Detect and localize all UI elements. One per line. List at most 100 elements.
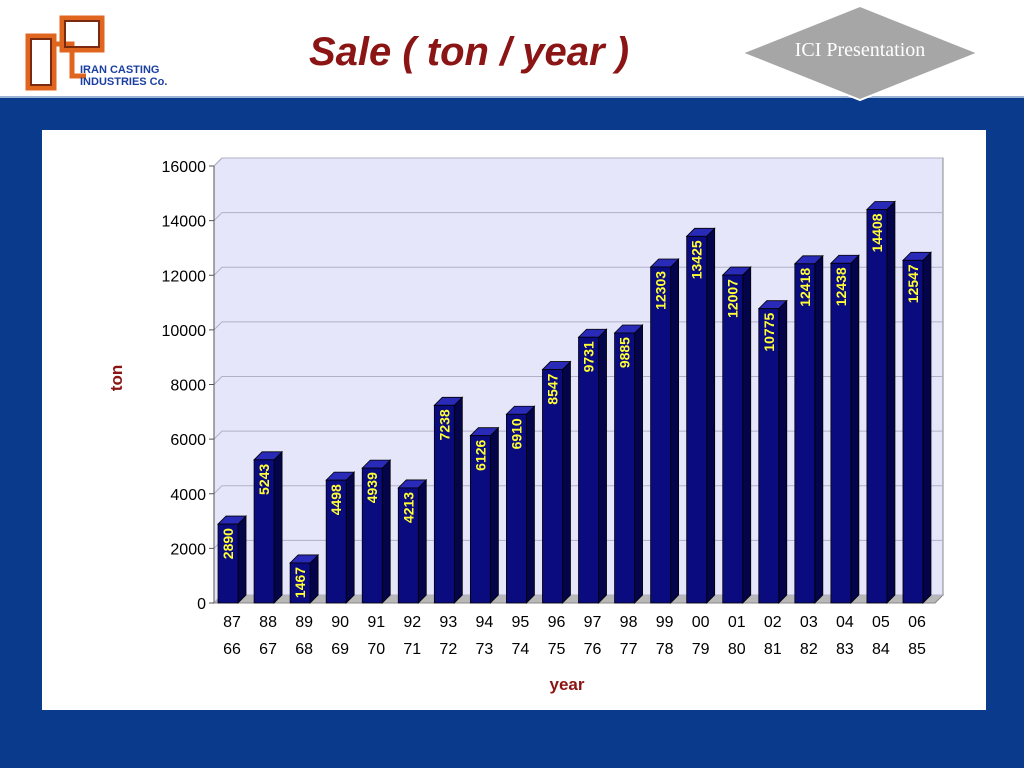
bar-side — [634, 324, 643, 604]
bar-front — [794, 263, 816, 604]
bar-side — [417, 478, 427, 604]
bar-side — [381, 459, 391, 604]
bar: 7238 — [433, 396, 464, 604]
bar: 5243 — [253, 450, 284, 604]
bar-front — [686, 235, 708, 604]
bar-side — [814, 254, 824, 604]
x-tick-label: 69 — [331, 641, 349, 658]
company-name-line2: INDUSTRIES Co. — [80, 76, 168, 88]
y-tick-label: 8000 — [170, 378, 206, 395]
x-tick-label: 00 — [692, 614, 710, 631]
presentation-badge-label: ICI Presentation — [795, 39, 926, 61]
bar-front — [542, 369, 563, 604]
y-tick-label: 2000 — [170, 541, 206, 558]
x-tick-label: 76 — [584, 641, 602, 658]
x-tick-label: 80 — [728, 641, 746, 658]
bar-data-label: 12418 — [797, 268, 813, 307]
bar-data-label: 4939 — [364, 472, 380, 503]
bar-side — [706, 227, 716, 604]
bar: 13425 — [685, 227, 716, 604]
bar-front — [614, 332, 635, 604]
bar-data-label: 14408 — [869, 213, 885, 252]
bar: 9731 — [577, 328, 608, 604]
x-tick-label: 71 — [403, 641, 421, 658]
x-tick-label: 68 — [295, 641, 313, 658]
presentation-badge: ICI Presentation — [740, 4, 980, 102]
bar-side — [598, 328, 607, 604]
chart-panel: 0 2000 4000 6000 8000 10000 12000 14000 16000 28… — [42, 130, 986, 710]
bar-front — [361, 467, 383, 604]
bar-front — [325, 479, 347, 604]
bar-data-label: 1467 — [292, 567, 308, 598]
ici-logo-icon — [25, 15, 105, 91]
bar-data-label: 8547 — [544, 373, 560, 404]
bar: 4498 — [325, 471, 356, 604]
bar-side — [742, 266, 752, 604]
x-tick-label: 93 — [439, 614, 457, 631]
bar-side — [922, 251, 932, 604]
bar-data-label: 12438 — [833, 267, 849, 306]
bar-front — [902, 259, 924, 604]
x-tick-label: 88 — [259, 614, 277, 631]
bar-front — [253, 459, 275, 604]
bar: 8547 — [541, 360, 572, 604]
bar: 1467 — [289, 553, 320, 604]
x-tick-label: 79 — [692, 641, 710, 658]
bar: 12303 — [649, 258, 680, 604]
x-tick-label: 85 — [908, 641, 926, 658]
bar-data-label: 2890 — [220, 528, 236, 559]
x-tick-label: 91 — [367, 614, 385, 631]
bar: 12007 — [721, 266, 752, 604]
x-axis-title: year — [550, 675, 585, 694]
bar: 12438 — [829, 254, 860, 604]
bar-front — [289, 562, 311, 604]
bar-side — [453, 396, 463, 604]
bar-side — [562, 360, 571, 604]
bar-front — [830, 262, 852, 604]
bar-data-label: 4213 — [400, 492, 416, 523]
y-tick-label: 0 — [197, 596, 206, 613]
bar-side — [526, 405, 535, 604]
x-tick-label: 89 — [295, 614, 313, 631]
bar: 9885 — [613, 324, 644, 604]
bar-data-label: 9885 — [617, 337, 633, 368]
x-tick-label: 77 — [620, 641, 638, 658]
x-tick-label: 78 — [656, 641, 674, 658]
x-tick-label: 94 — [475, 614, 493, 631]
bar-front — [578, 336, 599, 604]
bar-side — [670, 258, 680, 604]
x-tick-label: 87 — [223, 614, 241, 631]
bar-side — [489, 426, 499, 604]
y-tick-label: 12000 — [162, 268, 207, 285]
x-tick-label: 67 — [259, 641, 277, 658]
bar-front — [469, 435, 491, 604]
x-tick-label: 92 — [403, 614, 421, 631]
bar: 4213 — [397, 478, 428, 604]
x-tick-label: 02 — [764, 614, 782, 631]
bar-data-label: 4498 — [328, 484, 344, 515]
bar-front — [650, 266, 672, 604]
bar: 6910 — [505, 405, 536, 604]
y-tick-label: 4000 — [170, 487, 206, 504]
x-tick-label: 05 — [872, 614, 890, 631]
x-tick-label: 84 — [872, 641, 890, 658]
bar-front — [397, 487, 419, 604]
bar-side — [237, 515, 247, 604]
bar: 14408 — [865, 200, 896, 604]
x-tick-label: 96 — [548, 614, 566, 631]
x-tick-label: 98 — [620, 614, 638, 631]
x-tick-label: 97 — [584, 614, 602, 631]
y-tick-label: 10000 — [162, 323, 207, 340]
x-tick-label: 01 — [728, 614, 746, 631]
bar-data-label: 12547 — [905, 264, 921, 303]
bar-data-label: 12303 — [653, 271, 669, 310]
x-tick-label: 03 — [800, 614, 818, 631]
bar-front — [722, 274, 744, 604]
x-tick-label: 82 — [800, 641, 818, 658]
x-tick-label: 06 — [908, 614, 926, 631]
x-tick-label: 75 — [548, 641, 566, 658]
bar-side — [345, 471, 355, 604]
bar-front — [217, 523, 239, 604]
bar: 12547 — [902, 251, 932, 604]
